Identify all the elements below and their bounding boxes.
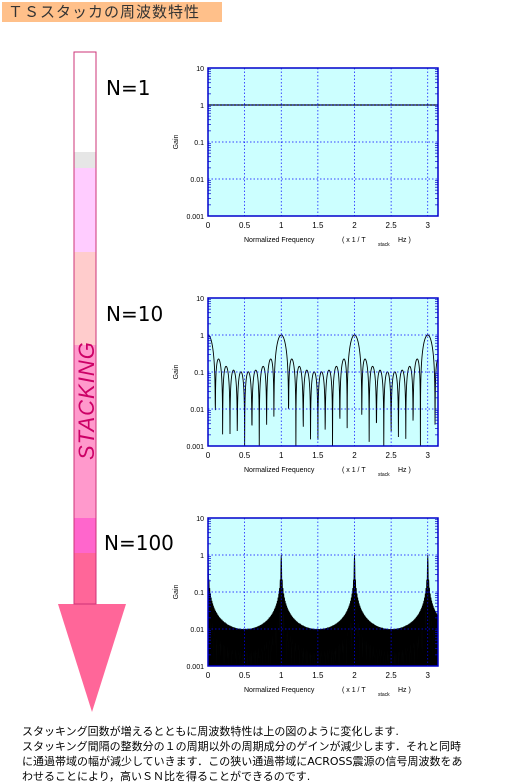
x-axis-label: Normalized Frequency bbox=[244, 467, 315, 474]
y-axis-label: Gain bbox=[173, 585, 180, 600]
gain-plot-n1: 0 0.5 1 1.5 2 2.5 3 10 1 0.1 0.01 0.001 Gain Normaliz… bbox=[173, 66, 439, 248]
x-tick-label: 2 bbox=[352, 451, 357, 460]
gain-curve bbox=[207, 334, 439, 447]
x-axis-label: Normalized Frequency bbox=[244, 687, 315, 694]
plot-area bbox=[208, 298, 438, 446]
gain-plot-n100: 0 0.5 1 1.5 2 2.5 3 10 1 0.1 0.01 0.001 Gain Normaliz… bbox=[173, 516, 439, 698]
y-tick-label: 1 bbox=[200, 553, 204, 560]
x-tick-label: 0.5 bbox=[239, 221, 251, 230]
arrow-band-0 bbox=[74, 52, 96, 152]
y-tick-label: 0.1 bbox=[194, 370, 204, 377]
caption-line-3: に通過帯域の幅が減少していきます．この狭い通過帯域にACROSS震源の信号周波数… bbox=[22, 755, 463, 768]
caption: スタッキング回数が増えるとともに周波数特性は上の図のように変化します. スタッキ… bbox=[22, 724, 508, 784]
x-tick-label: 0 bbox=[206, 671, 211, 680]
y-tick-label: 0.01 bbox=[190, 177, 204, 184]
x-tick-label: 1 bbox=[279, 671, 284, 680]
x-tick-label: 3 bbox=[426, 671, 431, 680]
plot-frame bbox=[207, 67, 439, 217]
y-axis-label: Gain bbox=[173, 135, 180, 150]
plot-frame bbox=[207, 297, 439, 447]
x-axis-label: Normalized Frequency bbox=[244, 237, 315, 244]
y-tick-label: 0.001 bbox=[186, 664, 204, 671]
x-tick-label: 1 bbox=[279, 221, 284, 230]
arrow-label: STACKING bbox=[74, 341, 99, 460]
y-axis-label: Gain bbox=[173, 365, 180, 380]
y-tick-label: 1 bbox=[200, 103, 204, 110]
caption-line-1: スタッキング回数が増えるとともに周波数特性は上の図のように変化します. bbox=[22, 725, 399, 738]
x-axis-unit: ( x 1 / T bbox=[342, 467, 366, 474]
gain-plot-n10: 0 0.5 1 1.5 2 2.5 3 10 1 0.1 0.01 0.001 Gain Normaliz… bbox=[173, 296, 439, 478]
plot-frame bbox=[207, 517, 439, 667]
gain-area bbox=[207, 554, 439, 667]
x-tick-label: 0 bbox=[206, 221, 211, 230]
label-n10: N=10 bbox=[106, 302, 164, 326]
x-axis-tail: Hz ) bbox=[398, 467, 411, 474]
y-tick-label: 10 bbox=[196, 296, 204, 303]
arrow-band-6 bbox=[74, 553, 96, 604]
y-tick-label: 0.1 bbox=[194, 140, 204, 147]
y-tick-label: 0.1 bbox=[194, 590, 204, 597]
caption-line-4: わせることにより，高いＳＮ比を得ることができるのです. bbox=[22, 770, 311, 783]
label-n1: N=1 bbox=[106, 76, 151, 100]
x-axis-tail: Hz ) bbox=[398, 687, 411, 694]
arrow-band-5 bbox=[74, 518, 96, 553]
y-tick-label: 0.001 bbox=[186, 214, 204, 221]
x-tick-label: 2 bbox=[352, 221, 357, 230]
y-tick-label: 0.01 bbox=[190, 627, 204, 634]
x-axis-unit: ( x 1 / T bbox=[342, 237, 366, 244]
x-axis-subscript: stack bbox=[378, 472, 390, 478]
y-tick-label: 0.01 bbox=[190, 407, 204, 414]
x-tick-label: 1 bbox=[279, 451, 284, 460]
x-tick-label: 0.5 bbox=[239, 671, 251, 680]
x-tick-label: 2.5 bbox=[386, 671, 398, 680]
x-tick-label: 0.5 bbox=[239, 451, 251, 460]
x-tick-label: 0 bbox=[206, 451, 211, 460]
x-axis-tail: Hz ) bbox=[398, 237, 411, 244]
arrow-head bbox=[58, 604, 126, 712]
x-tick-label: 3 bbox=[426, 221, 431, 230]
arrow-shaft-outline bbox=[73, 51, 97, 605]
arrow-band-3 bbox=[74, 252, 96, 345]
x-tick-label: 2 bbox=[352, 671, 357, 680]
x-tick-label: 1.5 bbox=[312, 451, 324, 460]
page-title: ＴＳスタッカの周波数特性 bbox=[2, 2, 222, 22]
arrow-band-4 bbox=[74, 345, 96, 518]
caption-line-2: スタッキング間隔の整数分の１の周期以外の周期成分のゲインが減少します．それと同時 bbox=[22, 740, 462, 753]
x-tick-label: 1.5 bbox=[312, 221, 324, 230]
x-axis-subscript: stack bbox=[378, 692, 390, 698]
x-tick-label: 3 bbox=[426, 451, 431, 460]
plot-area bbox=[208, 68, 438, 216]
y-tick-label: 10 bbox=[196, 66, 204, 73]
y-tick-label: 0.001 bbox=[186, 444, 204, 451]
y-tick-label: 1 bbox=[200, 333, 204, 340]
y-tick-label: 10 bbox=[196, 516, 204, 523]
arrow-band-1 bbox=[74, 152, 96, 168]
x-tick-label: 2.5 bbox=[386, 451, 398, 460]
label-n100: N=100 bbox=[104, 531, 174, 555]
x-axis-subscript: stack bbox=[378, 242, 390, 248]
arrow-band-2 bbox=[74, 168, 96, 252]
x-axis-unit: ( x 1 / T bbox=[342, 687, 366, 694]
x-tick-label: 1.5 bbox=[312, 671, 324, 680]
x-tick-label: 2.5 bbox=[386, 221, 398, 230]
